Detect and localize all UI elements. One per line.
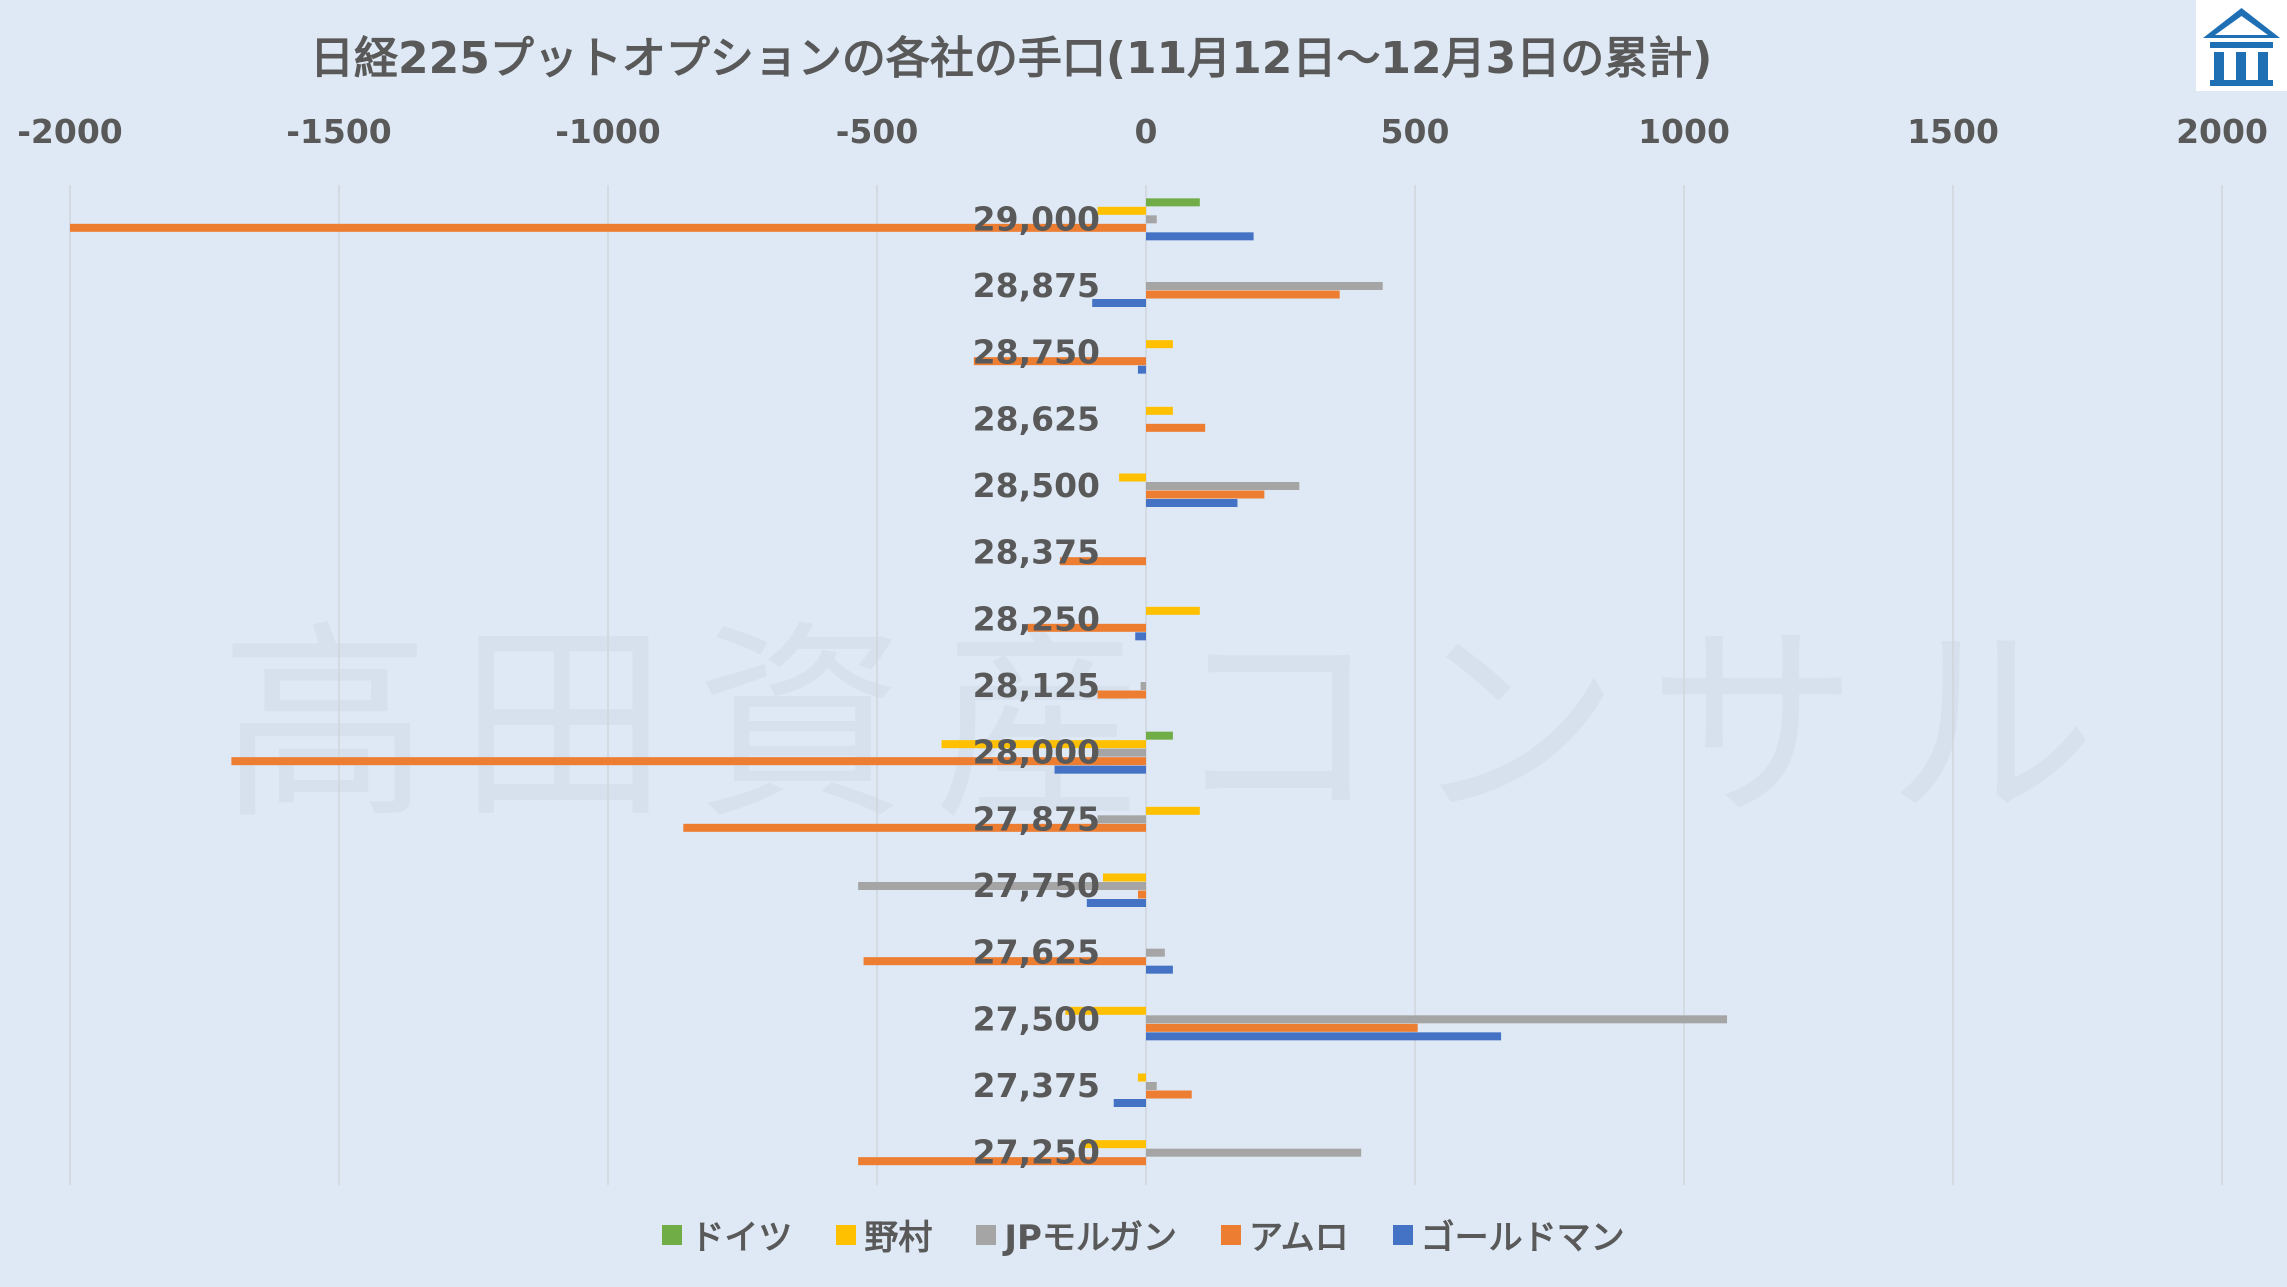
category-label: 28,375 <box>973 533 1100 572</box>
bar <box>1146 1023 1418 1032</box>
bar <box>1135 632 1146 641</box>
legend-label: JPモルガン <box>1004 1218 1177 1258</box>
category-label: 28,250 <box>973 599 1100 638</box>
bar <box>1146 948 1165 957</box>
category-label: 28,875 <box>973 266 1100 305</box>
takada-logo-icon <box>2196 0 2287 91</box>
x-tick-label: 1000 <box>1638 112 1730 151</box>
category-label: 28,125 <box>973 666 1100 705</box>
bar <box>1092 748 1146 757</box>
legend-item: ドイツ <box>662 1210 792 1259</box>
bar <box>1146 282 1383 290</box>
bar <box>683 823 1146 832</box>
bar <box>1102 873 1146 882</box>
legend-swatch <box>662 1224 683 1245</box>
bar <box>941 740 1146 749</box>
x-axis-ticks: -2000 -1500 -1000 -500 0 500 1000 1500 2000 <box>17 112 2268 151</box>
legend-label: ゴールドマン <box>1420 1218 1625 1258</box>
category-label: 27,250 <box>973 1133 1100 1172</box>
bar <box>1146 198 1200 207</box>
bar <box>1137 890 1146 899</box>
x-tick-label: -500 <box>836 112 919 151</box>
x-tick-label: -1500 <box>286 112 392 151</box>
legend-item: ゴールドマン <box>1392 1210 1625 1259</box>
category-label: 27,375 <box>973 1066 1100 1105</box>
bar <box>858 882 1146 890</box>
bar <box>1113 1099 1146 1107</box>
bar <box>1146 1148 1362 1157</box>
x-tick-label: -2000 <box>17 112 123 151</box>
bar <box>1059 557 1146 566</box>
bar <box>1097 815 1146 824</box>
bar <box>1092 299 1146 307</box>
bar <box>1097 206 1146 215</box>
bar <box>70 223 1146 232</box>
bar <box>1140 682 1146 690</box>
category-label: 27,500 <box>973 999 1100 1038</box>
bar <box>231 757 1146 766</box>
bar <box>1146 606 1200 615</box>
legend-item: JPモルガン <box>976 1210 1177 1259</box>
bar <box>1081 1140 1146 1149</box>
x-tick-label: 500 <box>1381 112 1450 151</box>
bar <box>1146 731 1173 740</box>
bar <box>1146 490 1265 499</box>
legend-item: 野村 <box>836 1210 932 1259</box>
bar <box>1146 1015 1728 1024</box>
legend-label: アムロ <box>1248 1218 1349 1258</box>
bar <box>1146 1032 1502 1041</box>
bar <box>1054 765 1146 774</box>
bars <box>70 198 1728 1166</box>
legend-swatch <box>836 1224 857 1245</box>
bar <box>973 357 1146 366</box>
x-tick-label: 2000 <box>2176 112 2268 151</box>
bar <box>1137 1073 1146 1082</box>
category-label: 28,750 <box>973 333 1100 372</box>
legend-swatch <box>976 1224 997 1245</box>
bar <box>863 957 1146 966</box>
legend-label: ドイツ <box>690 1218 793 1258</box>
legend-label: 野村 <box>864 1218 933 1258</box>
legend-item: アムロ <box>1220 1210 1349 1259</box>
bar <box>1146 965 1173 974</box>
bar <box>1146 482 1300 490</box>
category-label: 28,500 <box>973 466 1100 505</box>
bar <box>1137 365 1146 374</box>
bar <box>1146 406 1173 415</box>
legend: ドイツ 野村 JPモルガン アムロ ゴールドマン <box>0 1210 2287 1259</box>
chart-title: 日経225プットオプションの各社の手口(11月12日～12月3日の累計) <box>310 33 1713 84</box>
bar <box>1097 690 1146 699</box>
category-label: 28,625 <box>973 399 1100 438</box>
bar <box>1146 232 1254 241</box>
bar <box>1065 1006 1146 1015</box>
bar <box>1027 623 1146 632</box>
category-labels: 29,000 28,875 28,750 28,625 28,500 28,375 28,2… <box>973 199 1100 1171</box>
bar <box>1146 1090 1192 1099</box>
bar <box>1146 423 1206 432</box>
bar <box>1146 290 1340 299</box>
bar <box>1086 899 1146 907</box>
legend-swatch <box>1392 1224 1413 1245</box>
category-label: 29,000 <box>973 199 1100 238</box>
bar <box>1146 499 1238 507</box>
category-label: 27,875 <box>973 799 1100 838</box>
bar <box>1146 340 1173 349</box>
bar <box>1146 1082 1157 1090</box>
legend-swatch <box>1220 1224 1241 1245</box>
x-tick-label: -1000 <box>555 112 661 151</box>
bar <box>1119 473 1146 482</box>
category-label: 27,625 <box>973 933 1100 972</box>
x-tick-label: 1500 <box>1907 112 1999 151</box>
bar <box>858 1157 1146 1166</box>
category-label: 27,750 <box>973 866 1100 905</box>
x-tick-label: 0 <box>1135 112 1158 151</box>
bar <box>1146 215 1157 224</box>
category-label: 28,000 <box>973 733 1100 772</box>
bar <box>1146 806 1200 815</box>
